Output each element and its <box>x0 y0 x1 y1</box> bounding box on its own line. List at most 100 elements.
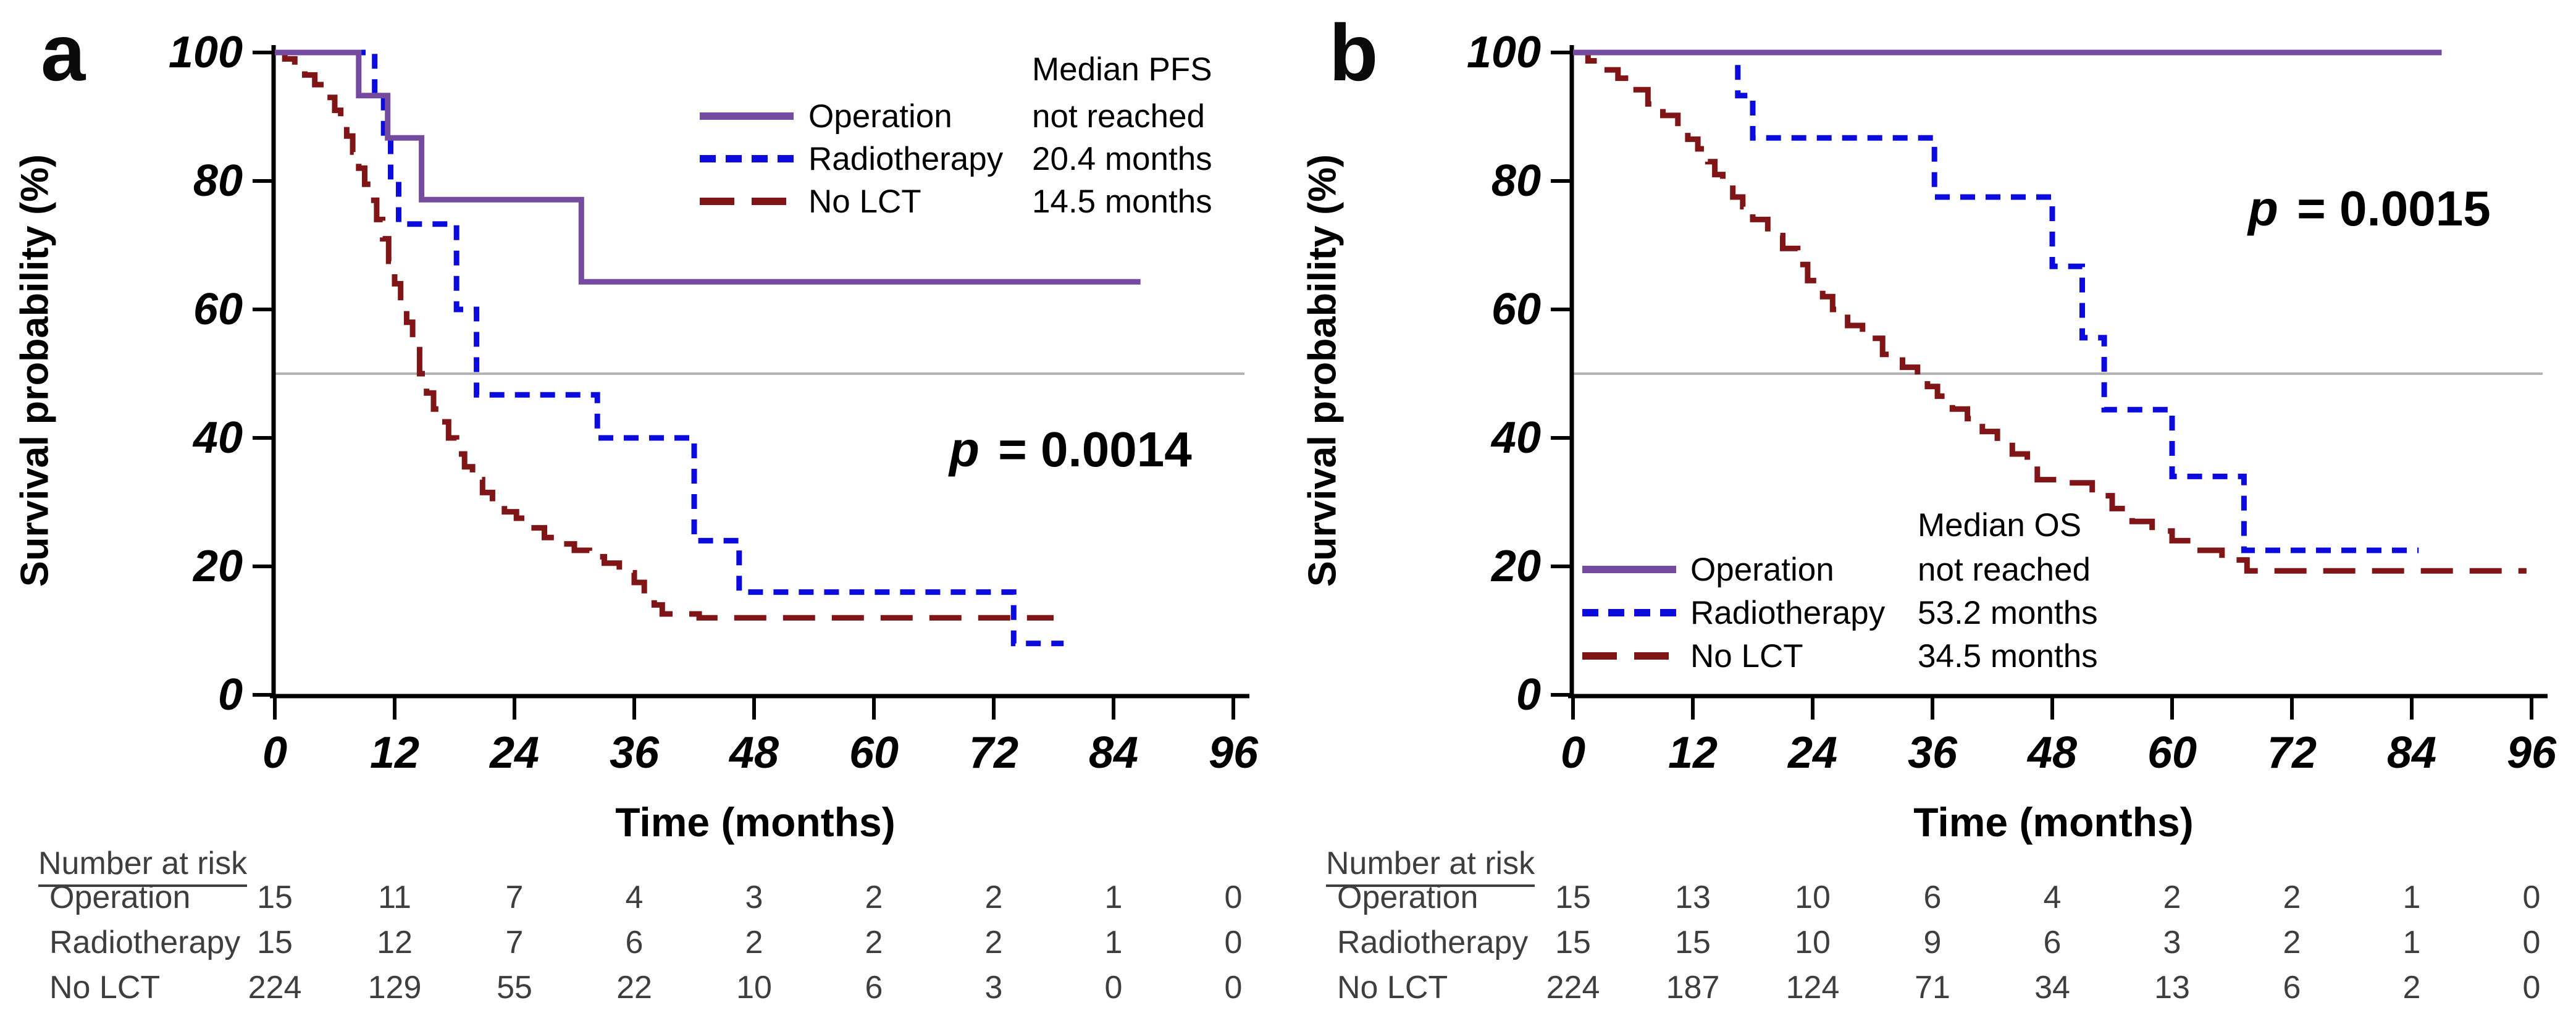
risk-count: 7 <box>505 925 524 960</box>
risk-count: 3 <box>745 880 763 915</box>
risk-count: 6 <box>865 970 883 1006</box>
legend-median-radiotherapy: 20.4 months <box>1032 141 1212 177</box>
legend-median-header: Median PFS <box>1032 51 1212 88</box>
legend-median-header: Median OS <box>1918 507 2082 544</box>
risk-count: 0 <box>1224 880 1243 915</box>
risk-row-label-operation: Operation <box>49 880 191 915</box>
risk-count: 13 <box>2154 970 2190 1006</box>
legend-label-operation: Operation <box>1690 552 1834 588</box>
y-tick-label: 80 <box>1491 156 1541 206</box>
risk-count: 0 <box>2522 970 2541 1006</box>
risk-count: 2 <box>2283 880 2301 915</box>
risk-count: 7 <box>505 880 524 915</box>
y-tick-label: 80 <box>193 156 243 206</box>
x-tick-label: 12 <box>1668 728 1718 778</box>
legend-line-radiotherapy-icon <box>700 155 794 162</box>
risk-count: 0 <box>1224 970 1243 1006</box>
risk-count: 2 <box>2283 925 2301 960</box>
x-tick-label: 96 <box>1208 728 1259 778</box>
p-symbol: p <box>2248 181 2278 236</box>
y-tick-label: 60 <box>193 285 243 334</box>
x-tick-label: 36 <box>609 728 660 778</box>
x-tick-label: 0 <box>262 728 288 778</box>
risk-count: 0 <box>2522 925 2541 960</box>
x-axis-title: Time (months) <box>615 799 896 845</box>
risk-count: 0 <box>1104 970 1123 1006</box>
x-axis-title: Time (months) <box>1913 799 2194 845</box>
y-tick-label: 40 <box>193 413 243 463</box>
legend-label-operation: Operation <box>808 98 952 135</box>
risk-count: 224 <box>248 970 302 1006</box>
y-tick-label: 0 <box>217 670 243 720</box>
x-tick-label: 36 <box>1907 728 1958 778</box>
p-value: p = 0.0014 <box>949 425 1192 474</box>
risk-count: 0 <box>1224 925 1243 960</box>
risk-count: 6 <box>2043 925 2062 960</box>
risk-count: 34 <box>2034 970 2070 1006</box>
x-tick-label: 84 <box>1088 728 1139 778</box>
y-tick-label: 20 <box>1491 542 1541 591</box>
risk-count: 3 <box>984 970 1003 1006</box>
y-tick-label: 100 <box>168 28 243 77</box>
legend-median-operation: not reached <box>1918 552 2091 588</box>
y-axis-title: Survival probability (%) <box>1301 154 1345 587</box>
legend-line-operation-icon <box>1582 566 1676 573</box>
risk-row-label-radiotherapy: Radiotherapy <box>1337 925 1529 960</box>
legend-line-no-lct-icon <box>1582 652 1676 660</box>
curve-radiotherapy <box>1573 49 2419 553</box>
x-tick-label: 0 <box>1560 728 1586 778</box>
risk-count: 6 <box>1923 880 1942 915</box>
curve-no-lct <box>1573 49 2527 574</box>
x-tick-label: 84 <box>2386 728 2437 778</box>
risk-count: 187 <box>1666 970 1720 1006</box>
risk-count: 1 <box>1104 925 1123 960</box>
p-value-text: = 0.0015 <box>2283 181 2491 236</box>
risk-count: 2 <box>2163 880 2181 915</box>
risk-count: 55 <box>497 970 532 1006</box>
legend-line-no-lct-icon <box>700 198 794 205</box>
risk-count: 2 <box>984 925 1003 960</box>
x-tick-label: 48 <box>2027 728 2078 778</box>
x-tick-label: 12 <box>369 728 420 778</box>
risk-count: 4 <box>2043 880 2062 915</box>
y-tick-label: 0 <box>1516 670 1541 720</box>
risk-row-label-no-lct: No LCT <box>1337 970 1448 1006</box>
curve-no-lct <box>275 49 1054 621</box>
legend-line-radiotherapy-icon <box>1582 609 1676 616</box>
legend-median-no-lct: 34.5 months <box>1918 638 2098 674</box>
risk-count: 2 <box>984 880 1003 915</box>
risk-count: 124 <box>1785 970 1840 1006</box>
x-tick-label: 48 <box>729 728 779 778</box>
legend-median-radiotherapy: 53.2 months <box>1918 595 2098 631</box>
risk-count: 224 <box>1546 970 1600 1006</box>
legend-label-radiotherapy: Radiotherapy <box>1690 595 1886 631</box>
y-tick-label: 60 <box>1491 285 1541 334</box>
risk-count: 4 <box>625 880 644 915</box>
risk-count: 129 <box>367 970 422 1006</box>
risk-count: 2 <box>745 925 763 960</box>
risk-count: 2 <box>2402 970 2421 1006</box>
y-tick-label: 40 <box>1491 413 1541 463</box>
risk-count: 22 <box>616 970 652 1006</box>
risk-count: 10 <box>1795 880 1831 915</box>
legend-median-operation: not reached <box>1032 98 1205 135</box>
x-tick-label: 24 <box>1787 728 1838 778</box>
legend-label-no-lct: No LCT <box>1690 638 1803 674</box>
risk-count: 3 <box>2163 925 2181 960</box>
risk-count: 1 <box>2402 880 2421 915</box>
risk-count: 6 <box>2283 970 2301 1006</box>
risk-count: 2 <box>865 880 883 915</box>
x-tick-label: 72 <box>2267 728 2317 778</box>
p-value-text: = 0.0014 <box>984 422 1192 477</box>
risk-count: 15 <box>1555 925 1591 960</box>
legend-label-no-lct: No LCT <box>808 183 921 220</box>
risk-count: 11 <box>378 880 411 915</box>
x-tick-label: 96 <box>2506 728 2557 778</box>
risk-row-label-no-lct: No LCT <box>49 970 161 1006</box>
panel-letter-b: b <box>1329 7 1378 98</box>
legend-label-radiotherapy: Radiotherapy <box>808 141 1004 177</box>
risk-table-header: Number at risk <box>1326 847 1535 887</box>
p-symbol: p <box>949 422 980 477</box>
risk-count: 12 <box>377 925 413 960</box>
